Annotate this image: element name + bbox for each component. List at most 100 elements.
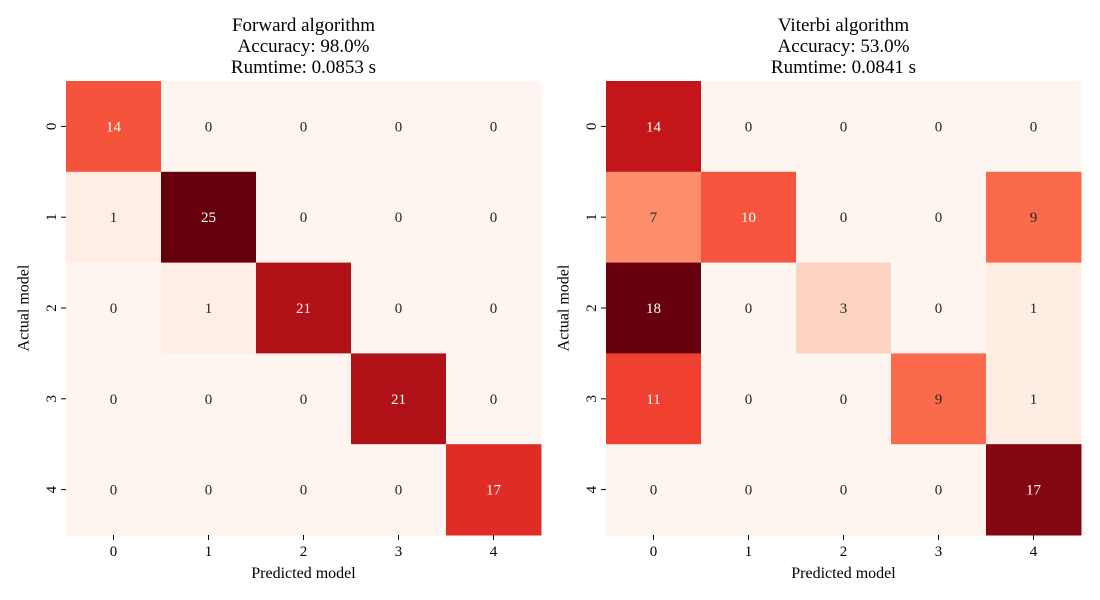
cell-value-label: 0 [395,210,403,226]
heatmap-cell [606,262,702,354]
heatmap-cell [66,262,162,354]
y-tick-label: 1 [584,213,600,221]
heatmap-cell [66,81,162,173]
heatmap-cell [256,171,352,264]
heatmap-cell [891,81,987,173]
heatmap-cell [446,171,542,264]
cell-value-label: 0 [300,392,308,408]
cell-value-label: 11 [646,392,660,408]
y-tick-label: 1 [44,213,60,221]
heatmap-cell [66,171,162,264]
cell-value-label: 0 [300,119,308,135]
heatmap-cell [606,81,702,173]
heatmap-cell [986,353,1082,445]
heatmap-cell [256,262,352,354]
cell-value-label: 0 [935,210,943,226]
heatmap-cell [351,171,447,264]
cell-value-label: 14 [646,119,662,135]
heatmap-cell [986,81,1082,173]
cell-value-label: 1 [1030,301,1038,317]
cell-value-label: 1 [1030,392,1038,408]
x-tick-label: 3 [935,544,943,560]
heatmap-cell [256,444,352,536]
cell-value-label: 9 [935,392,943,408]
heatmap-cell [796,81,892,173]
cell-value-label: 0 [650,483,658,499]
x-tick-label: 0 [650,544,658,560]
x-tick-label: 4 [490,544,498,560]
cell-value-label: 10 [741,210,756,226]
cell-value-label: 0 [395,301,403,317]
heatmap-cell [701,353,797,445]
cell-value-label: 18 [646,301,661,317]
cell-value-label: 1 [205,301,213,317]
x-tick-label: 1 [745,544,753,560]
heatmap-cell [701,171,797,264]
cell-value-label: 7 [650,210,658,226]
cell-value-label: 0 [395,119,403,135]
heatmap-cell [891,353,987,445]
y-tick-label: 3 [44,395,60,403]
cell-value-label: 0 [490,119,498,135]
chart-title-line: Accuracy: 98.0% [238,36,370,57]
y-tick-label: 3 [584,395,600,403]
cell-value-label: 0 [490,392,498,408]
chart-title-line: Forward algorithm [232,15,375,36]
cell-value-label: 0 [490,301,498,317]
cell-value-label: 21 [391,392,406,408]
x-tick-label: 2 [840,544,848,560]
x-axis-label: Predicted model [791,565,896,582]
y-tick-label: 2 [584,304,600,312]
cell-value-label: 25 [201,210,216,226]
heatmap-cell [161,262,257,354]
heatmap-cell [606,171,702,264]
cell-value-label: 0 [840,119,848,135]
cell-value-label: 0 [935,301,943,317]
cell-value-label: 0 [935,483,943,499]
cell-value-label: 0 [745,119,753,135]
heatmap-cell [701,81,797,173]
cell-value-label: 0 [490,210,498,226]
cell-value-label: 0 [1030,119,1038,135]
cell-value-label: 0 [745,483,753,499]
chart-title-line: Rumtime: 0.0841 s [771,57,916,78]
cell-value-label: 3 [840,301,848,317]
x-tick-label: 2 [300,544,308,560]
heatmap-cell [701,444,797,536]
heatmap-cell [256,353,352,445]
cell-value-label: 0 [110,392,118,408]
cell-value-label: 14 [106,119,122,135]
cell-value-label: 0 [840,392,848,408]
y-axis-label: Actual model [16,264,33,351]
cell-value-label: 0 [840,210,848,226]
heatmap-cell [66,353,162,445]
heatmap-cell [351,353,447,445]
heatmap-cell [446,353,542,445]
heatmap-cell [986,262,1082,354]
heatmap-cell [351,81,447,173]
cell-value-label: 0 [205,119,213,135]
heatmap-cell [701,262,797,354]
cell-value-label: 0 [840,483,848,499]
heatmap-cell [986,444,1082,536]
cell-value-label: 1 [110,210,118,226]
y-tick-label: 4 [584,485,600,493]
cell-value-label: 0 [110,301,118,317]
heatmap-cell [256,81,352,173]
cell-value-label: 0 [300,210,308,226]
x-tick-label: 4 [1030,544,1038,560]
cell-value-label: 0 [935,119,943,135]
heatmap-cell [351,444,447,536]
heatmap-cell [351,262,447,354]
heatmap-cell [986,171,1082,264]
heatmap-cell [796,353,892,445]
heatmap-cell [891,171,987,264]
heatmap-cell [891,444,987,536]
cell-value-label: 17 [1026,483,1042,499]
x-tick-label: 3 [395,544,403,560]
cell-value-label: 0 [395,483,403,499]
cell-value-label: 0 [110,483,118,499]
